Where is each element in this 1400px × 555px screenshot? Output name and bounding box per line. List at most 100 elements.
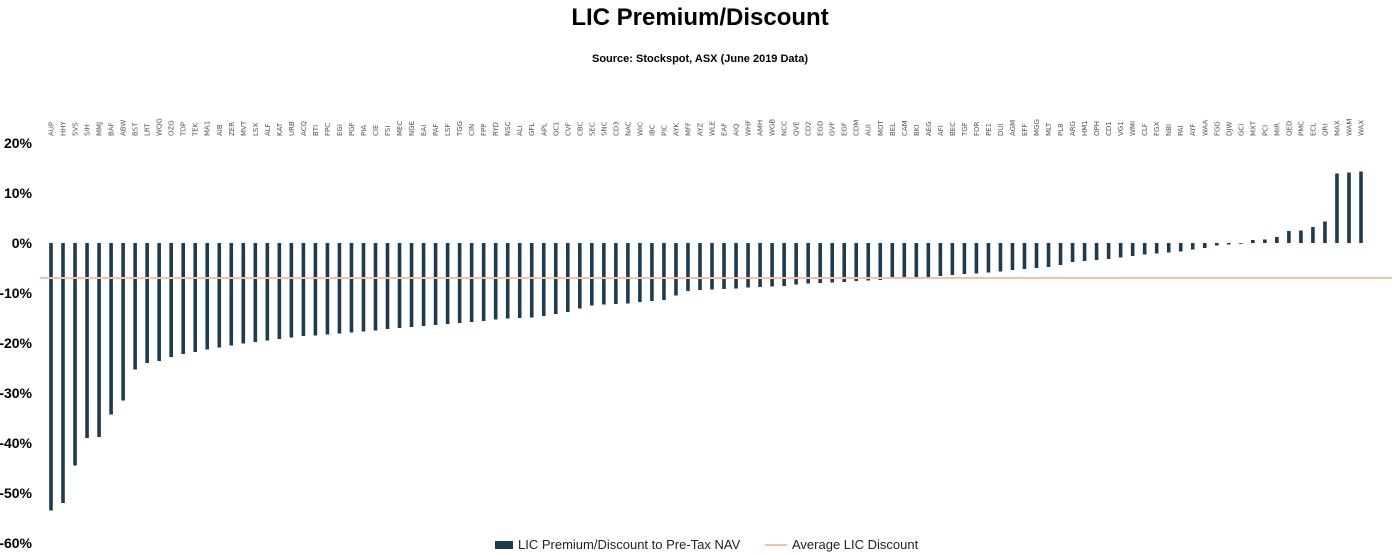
- bar-nac: [626, 243, 630, 304]
- category-label: TOP: [180, 122, 188, 137]
- bar-egf: [842, 243, 847, 282]
- category-label: QRI: [1321, 124, 1329, 136]
- bar-wax: [1359, 171, 1363, 243]
- bar-aui: [866, 243, 871, 281]
- bar-aib: [217, 243, 222, 348]
- category-label: AIQ: [733, 123, 741, 136]
- category-label: BEL: [889, 123, 897, 136]
- bar-aup: [49, 243, 53, 511]
- bar-qve: [794, 243, 798, 285]
- category-label: GC1: [552, 121, 560, 136]
- category-label: QVE: [793, 121, 801, 136]
- legend-swatch-bar: [495, 540, 513, 549]
- bar-bec: [950, 243, 955, 275]
- category-label: PAF: [432, 123, 440, 136]
- category-label: EGD: [817, 121, 825, 136]
- bar-fgx: [1154, 243, 1159, 254]
- legend-item-average: Average LIC Discount: [765, 537, 918, 552]
- bar-mlt: [1046, 243, 1051, 267]
- category-label: LSF: [444, 124, 452, 136]
- category-label: WGB: [769, 119, 777, 136]
- bar-bti: [313, 243, 318, 336]
- category-label: AEG: [925, 121, 933, 136]
- bar-dui: [998, 243, 1003, 272]
- bar-paf: [433, 243, 438, 325]
- category-label: CAM: [901, 120, 909, 136]
- category-label: FPC: [324, 123, 332, 136]
- bar-gvf: [830, 243, 834, 283]
- bar-pia: [361, 243, 366, 332]
- bar-mxt: [1251, 240, 1255, 243]
- category-label: KAT: [276, 122, 284, 136]
- bar-eai: [421, 243, 426, 326]
- y-tick-label: -40%: [0, 435, 33, 451]
- category-label: GCI: [1237, 124, 1245, 136]
- bar-mgg: [1034, 243, 1039, 268]
- bar-snc: [602, 243, 606, 305]
- chart-subtitle: Source: Stockspot, ASX (June 2019 Data): [592, 53, 808, 65]
- bar-ecl: [1311, 227, 1315, 243]
- bar-gci: [1239, 243, 1243, 244]
- category-label: FSI: [384, 126, 392, 136]
- bar-mot: [878, 243, 883, 280]
- category-label: TGG: [456, 121, 464, 137]
- category-label: MLT: [1045, 122, 1053, 136]
- category-label: NCC: [781, 121, 789, 136]
- y-tick-label: -60%: [0, 535, 33, 551]
- category-label: WIC: [636, 122, 644, 136]
- category-label: NSC: [504, 121, 512, 136]
- bar-hhy: [61, 243, 65, 503]
- bar-djw: [1226, 243, 1231, 245]
- category-label: EFF: [1021, 124, 1029, 136]
- bar-sec: [590, 243, 594, 306]
- category-label: PGF: [348, 122, 356, 136]
- category-label: WAA: [1201, 119, 1209, 136]
- bar-top: [181, 243, 186, 354]
- category-label: TGF: [961, 122, 969, 137]
- bar-pai: [1178, 243, 1183, 252]
- bar-tgg: [457, 243, 462, 323]
- legend: LIC Premium/Discount to Pre-Tax NAV Aver…: [0, 537, 1400, 553]
- category-label: MAX: [1333, 120, 1341, 136]
- bar-abw: [121, 243, 125, 401]
- y-axis: 20% 10% 0% -10% -20% -30% -40% -50% -60%: [0, 135, 33, 551]
- bar-hm1: [1082, 243, 1087, 261]
- bar-pl8: [1058, 243, 1063, 265]
- y-tick-label: -20%: [0, 335, 33, 351]
- y-tick-label: -10%: [0, 285, 33, 301]
- bar-sih: [85, 243, 89, 438]
- category-label: MA1: [204, 121, 212, 136]
- category-label: AMH: [757, 120, 765, 136]
- bar-egi: [337, 243, 342, 334]
- bar-zer: [229, 243, 234, 346]
- category-label: WQG: [156, 118, 164, 136]
- bar-afi: [938, 243, 943, 276]
- category-label: AUI: [865, 124, 873, 136]
- category-label: SVS: [72, 122, 80, 136]
- bar-ozg: [169, 243, 173, 357]
- legend-item-premium-discount: LIC Premium/Discount to Pre-Tax NAV: [495, 537, 740, 552]
- bar-ryd: [493, 243, 498, 320]
- legend-label-average: Average LIC Discount: [792, 537, 919, 552]
- category-label: GVF: [829, 122, 837, 136]
- bar-cin: [469, 243, 474, 322]
- category-label: GFL: [528, 123, 536, 136]
- bar-qed: [1287, 231, 1291, 243]
- category-label: MOT: [877, 119, 885, 136]
- category-label: BEC: [949, 122, 957, 136]
- category-label: BAF: [108, 122, 116, 136]
- category-label: WAX: [1358, 120, 1366, 136]
- bar-lrt: [145, 243, 149, 363]
- category-label: CBC: [576, 121, 584, 136]
- category-label: NGE: [408, 121, 416, 136]
- category-label: BST: [132, 122, 140, 136]
- category-label: QED: [1285, 121, 1293, 136]
- category-label: ZER: [228, 122, 236, 136]
- bar-egd: [818, 243, 822, 283]
- y-tick-label: 0%: [12, 235, 33, 251]
- category-label: EGF: [841, 122, 849, 136]
- category-label: HHY: [60, 120, 68, 136]
- bar-ibc: [650, 243, 654, 301]
- bar-for: [974, 243, 979, 274]
- bar-wgb: [770, 243, 774, 287]
